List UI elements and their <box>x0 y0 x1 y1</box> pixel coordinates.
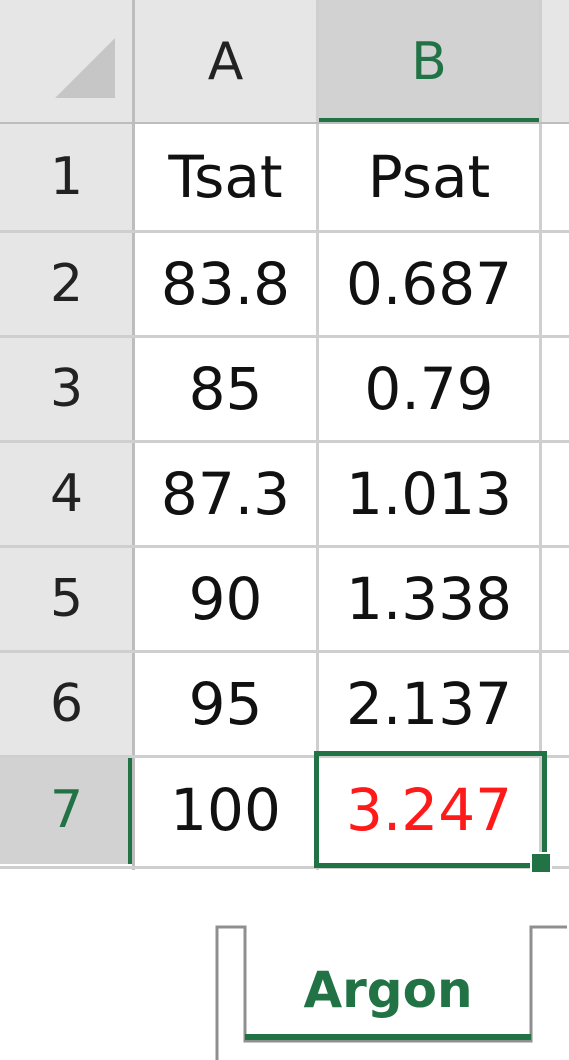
sheet-tab-argon[interactable]: Argon <box>303 961 473 1019</box>
gridline <box>316 0 319 870</box>
spreadsheet-grid: A B 1 Tsat Psat 2 83.8 0.687 3 85 0.79 4… <box>0 0 569 875</box>
column-header-a[interactable]: A <box>133 0 318 123</box>
cell-a2[interactable]: 83.8 <box>160 249 291 318</box>
gridline <box>0 545 569 548</box>
gridline <box>0 866 569 869</box>
gridline <box>539 0 542 870</box>
cell-a1[interactable]: Tsat <box>168 143 283 211</box>
cell-a7[interactable]: 100 <box>170 776 281 844</box>
select-all-icon <box>55 38 115 98</box>
fill-handle[interactable] <box>530 852 552 874</box>
sheet-tab-shape <box>215 925 567 1060</box>
column-header-c[interactable] <box>540 0 569 123</box>
gridline <box>0 755 569 758</box>
cell-b1[interactable]: Psat <box>367 143 491 211</box>
cell-b2[interactable]: 0.687 <box>345 249 513 318</box>
row-header-3[interactable]: 3 <box>0 336 133 441</box>
cell-a4[interactable]: 87.3 <box>160 459 291 528</box>
gridline <box>0 650 569 653</box>
row-7-active-indicator <box>128 756 134 864</box>
sheet-tab-bar <box>0 875 569 1060</box>
row-header-1[interactable]: 1 <box>0 123 133 231</box>
cell-a5[interactable]: 90 <box>188 564 263 633</box>
cell-b5[interactable]: 1.338 <box>345 564 513 633</box>
cell-b4[interactable]: 1.013 <box>345 459 513 528</box>
gridline <box>0 440 569 443</box>
cell-a6[interactable]: 95 <box>188 669 263 738</box>
row-header-2[interactable]: 2 <box>0 231 133 336</box>
gridline <box>0 230 569 233</box>
row-header-7[interactable]: 7 <box>0 756 133 864</box>
active-cell-border <box>314 751 547 868</box>
cell-a3[interactable]: 85 <box>188 354 263 423</box>
column-b-active-indicator <box>318 118 540 124</box>
cell-b6[interactable]: 2.137 <box>345 669 513 738</box>
gridline <box>0 122 569 124</box>
gridline <box>132 0 135 870</box>
column-header-b[interactable]: B <box>318 0 540 123</box>
cell-b3[interactable]: 0.79 <box>364 354 494 423</box>
gridline <box>0 335 569 338</box>
cell-b7[interactable]: 3.247 <box>345 776 513 844</box>
row-header-5[interactable]: 5 <box>0 546 133 651</box>
row-header-4[interactable]: 4 <box>0 441 133 546</box>
row-header-6[interactable]: 6 <box>0 651 133 756</box>
